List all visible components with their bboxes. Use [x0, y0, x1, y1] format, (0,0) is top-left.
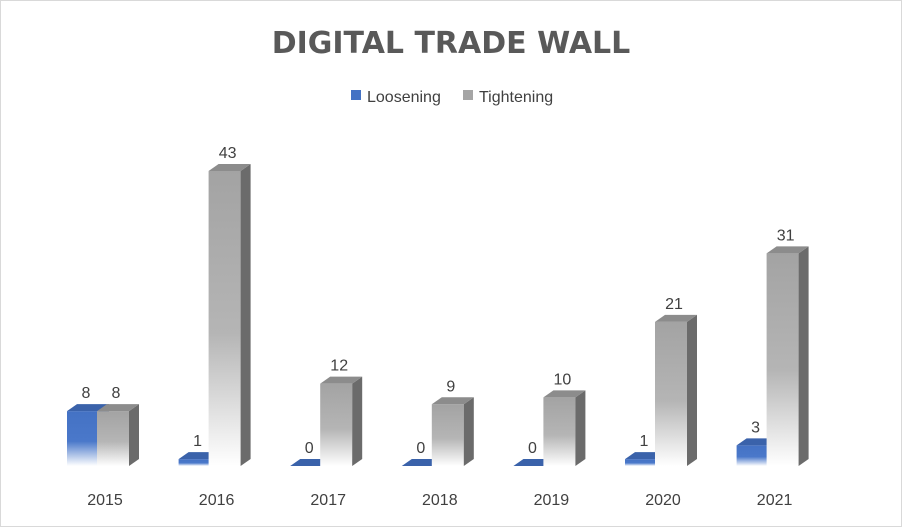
data-label-loosening-2020: 1 — [640, 433, 649, 450]
data-label-tightening-2019: 10 — [554, 371, 572, 388]
bar-tightening-2019 — [543, 390, 586, 466]
bar-tightening-2016 — [208, 164, 251, 466]
x-tick-2020: 2020 — [645, 492, 681, 509]
bar-tightening-2021 — [766, 246, 809, 466]
bar-tightening-2018 — [431, 397, 474, 466]
legend-label-tightening: Tightening — [479, 89, 553, 106]
chart-title: DIGITAL TRADE WALL — [272, 26, 631, 61]
x-tick-2021: 2021 — [757, 492, 793, 509]
bar-tightening-2015 — [97, 404, 139, 466]
bar-tightening-2017 — [320, 376, 363, 466]
data-label-loosening-2018: 0 — [416, 440, 425, 457]
data-label-tightening-2015: 8 — [112, 385, 121, 402]
data-label-loosening-2017: 0 — [305, 440, 314, 457]
data-label-tightening-2016: 43 — [219, 145, 237, 162]
data-label-loosening-2021: 3 — [751, 419, 760, 436]
data-label-tightening-2021: 31 — [777, 227, 795, 244]
x-tick-2017: 2017 — [310, 492, 346, 509]
data-labels-layer: 8 8 1 43 0 12 0 9 0 10 1 21 3 31 — [82, 145, 795, 457]
bar-tightening-2020 — [655, 314, 697, 466]
legend-item-tightening: Tightening — [463, 89, 553, 106]
x-tick-2015: 2015 — [87, 492, 123, 509]
bars-layer — [67, 164, 809, 466]
legend: Loosening Tightening — [351, 89, 553, 106]
data-label-tightening-2017: 12 — [330, 358, 348, 375]
data-label-tightening-2018: 9 — [446, 378, 455, 395]
x-tick-2016: 2016 — [199, 492, 235, 509]
x-tick-2019: 2019 — [534, 492, 570, 509]
legend-label-loosening: Loosening — [367, 89, 441, 106]
data-label-loosening-2015: 8 — [82, 385, 91, 402]
legend-item-loosening: Loosening — [351, 89, 441, 106]
data-label-tightening-2020: 21 — [665, 296, 683, 313]
data-label-loosening-2016: 1 — [193, 433, 202, 450]
x-axis-ticks: 2015 2016 2017 2018 2019 2020 2021 — [87, 492, 792, 509]
x-tick-2018: 2018 — [422, 492, 458, 509]
legend-swatch-tightening — [463, 90, 473, 100]
data-label-loosening-2019: 0 — [528, 440, 537, 457]
legend-swatch-loosening — [351, 90, 361, 100]
